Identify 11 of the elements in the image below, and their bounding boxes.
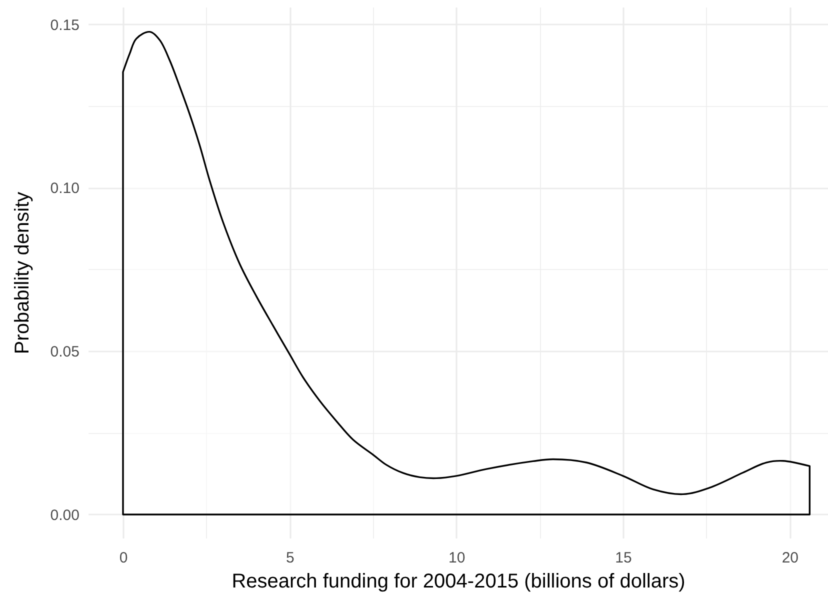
x-tick-label: 10 [448, 550, 466, 566]
x-tick-label: 0 [119, 550, 128, 566]
x-tick-label: 20 [782, 550, 799, 566]
y-tick-label: 0.10 [50, 180, 80, 198]
y-tick-label: 0.15 [50, 16, 80, 34]
y-tick-label: 0.00 [50, 506, 80, 524]
y-axis-title: Probability density [11, 192, 34, 354]
x-axis-title: Research funding for 2004-2015 (billions of dollars) [232, 570, 686, 592]
x-tick-label: 5 [286, 550, 294, 566]
x-tick-label: 15 [615, 550, 632, 566]
y-tick-label: 0.05 [50, 344, 80, 361]
